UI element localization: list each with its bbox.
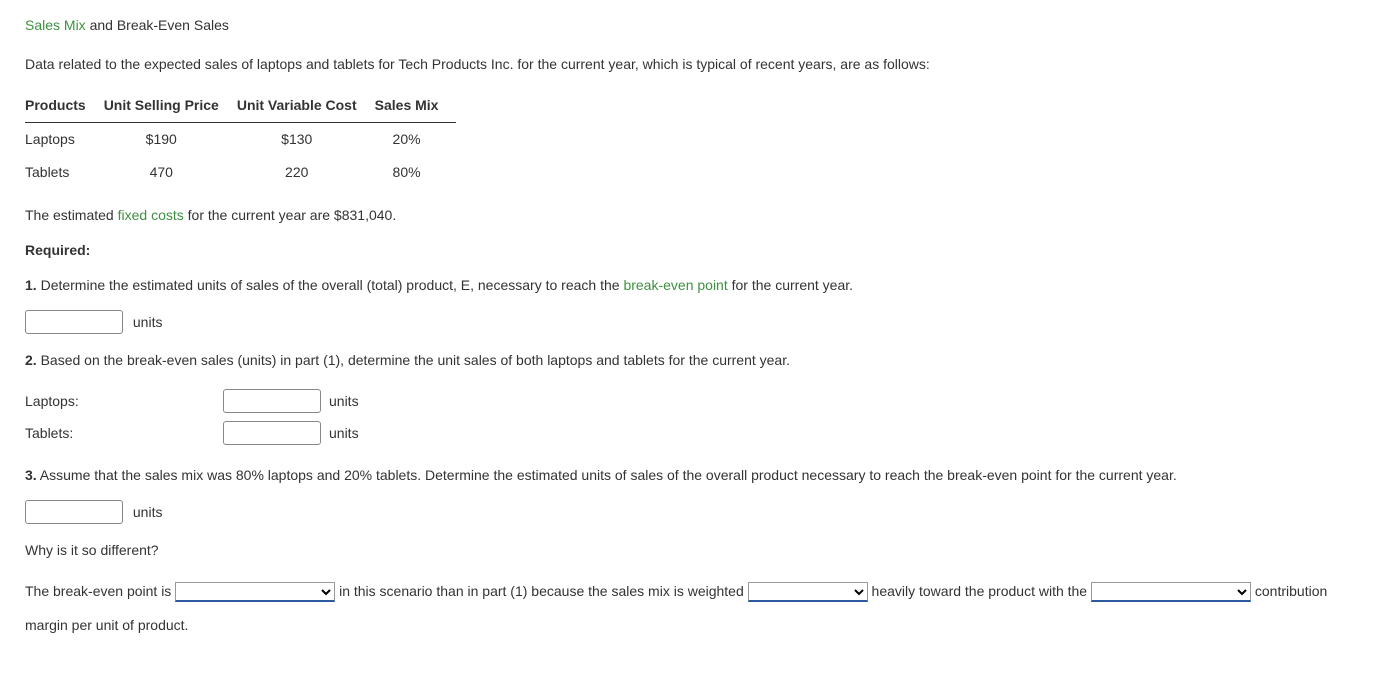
- q2-tablets-input[interactable]: [223, 421, 321, 445]
- cell-varcost: 220: [237, 156, 375, 189]
- fixed-costs-line: The estimated fixed costs for the curren…: [25, 205, 1356, 226]
- q3-select-weight[interactable]: [748, 582, 868, 602]
- cell-mix: 20%: [375, 123, 457, 157]
- q2-laptops-label: Laptops:: [25, 385, 223, 417]
- cell-product: Tablets: [25, 156, 104, 189]
- col-unit-selling-price: Unit Selling Price: [104, 89, 237, 123]
- q1-number: 1.: [25, 277, 37, 293]
- q2-body: Based on the break-even sales (units) in…: [37, 352, 790, 368]
- q2-subtable: Laptops: units Tablets: units: [25, 385, 367, 449]
- question-1: 1. Determine the estimated units of sale…: [25, 275, 1356, 334]
- q2-row-laptops: Laptops: units: [25, 385, 367, 417]
- q2-tablets-label: Tablets:: [25, 417, 223, 449]
- q3-fill-sentence: The break-even point is in this scenario…: [25, 575, 1356, 642]
- fixed-costs-post: for the current year are $831,040.: [184, 207, 396, 223]
- q1-answer-row: units: [25, 310, 1356, 334]
- term-break-even-point[interactable]: break-even point: [623, 277, 727, 293]
- q3-number: 3.: [25, 467, 37, 483]
- q3-s3: heavily toward the product with the: [872, 583, 1091, 599]
- q1-post: for the current year.: [728, 277, 853, 293]
- q1-units-label: units: [133, 314, 163, 330]
- question-3: 3. Assume that the sales mix was 80% lap…: [25, 465, 1356, 524]
- q1-text: 1. Determine the estimated units of sale…: [25, 275, 1356, 296]
- q2-laptops-input[interactable]: [223, 389, 321, 413]
- cell-mix: 80%: [375, 156, 457, 189]
- fixed-costs-pre: The estimated: [25, 207, 118, 223]
- products-table: Products Unit Selling Price Unit Variabl…: [25, 89, 456, 189]
- q2-laptops-units: units: [329, 385, 367, 417]
- q3-s2: in this scenario than in part (1) becaus…: [339, 583, 748, 599]
- q3-text: 3. Assume that the sales mix was 80% lap…: [25, 465, 1356, 486]
- table-header-row: Products Unit Selling Price Unit Variabl…: [25, 89, 456, 123]
- cell-price: $190: [104, 123, 237, 157]
- page-title: Sales Mix and Break-Even Sales: [25, 15, 1356, 36]
- q2-number: 2.: [25, 352, 37, 368]
- col-products: Products: [25, 89, 104, 123]
- q2-row-tablets: Tablets: units: [25, 417, 367, 449]
- cell-varcost: $130: [237, 123, 375, 157]
- term-fixed-costs[interactable]: fixed costs: [118, 207, 184, 223]
- q1-units-input[interactable]: [25, 310, 123, 334]
- q2-text: 2. Based on the break-even sales (units)…: [25, 350, 1356, 371]
- q3-s1: The break-even point is: [25, 583, 175, 599]
- q3-units-label: units: [133, 504, 163, 520]
- cell-product: Laptops: [25, 123, 104, 157]
- q3-select-margin[interactable]: [1091, 582, 1251, 602]
- cell-price: 470: [104, 156, 237, 189]
- table-row: Laptops $190 $130 20%: [25, 123, 456, 157]
- term-sales-mix[interactable]: Sales Mix: [25, 17, 86, 33]
- required-heading: Required:: [25, 240, 1356, 261]
- question-2: 2. Based on the break-even sales (units)…: [25, 350, 1356, 449]
- q3-answer-row: units: [25, 500, 1356, 524]
- col-unit-variable-cost: Unit Variable Cost: [237, 89, 375, 123]
- problem-intro: Data related to the expected sales of la…: [25, 54, 1356, 75]
- q3-body: Assume that the sales mix was 80% laptop…: [37, 467, 1177, 483]
- table-row: Tablets 470 220 80%: [25, 156, 456, 189]
- col-sales-mix: Sales Mix: [375, 89, 457, 123]
- q3-select-compare[interactable]: [175, 582, 335, 602]
- q3-why: Why is it so different?: [25, 540, 1356, 561]
- q3-units-input[interactable]: [25, 500, 123, 524]
- q2-tablets-units: units: [329, 417, 367, 449]
- title-rest: and Break-Even Sales: [86, 17, 229, 33]
- q1-pre: Determine the estimated units of sales o…: [37, 277, 624, 293]
